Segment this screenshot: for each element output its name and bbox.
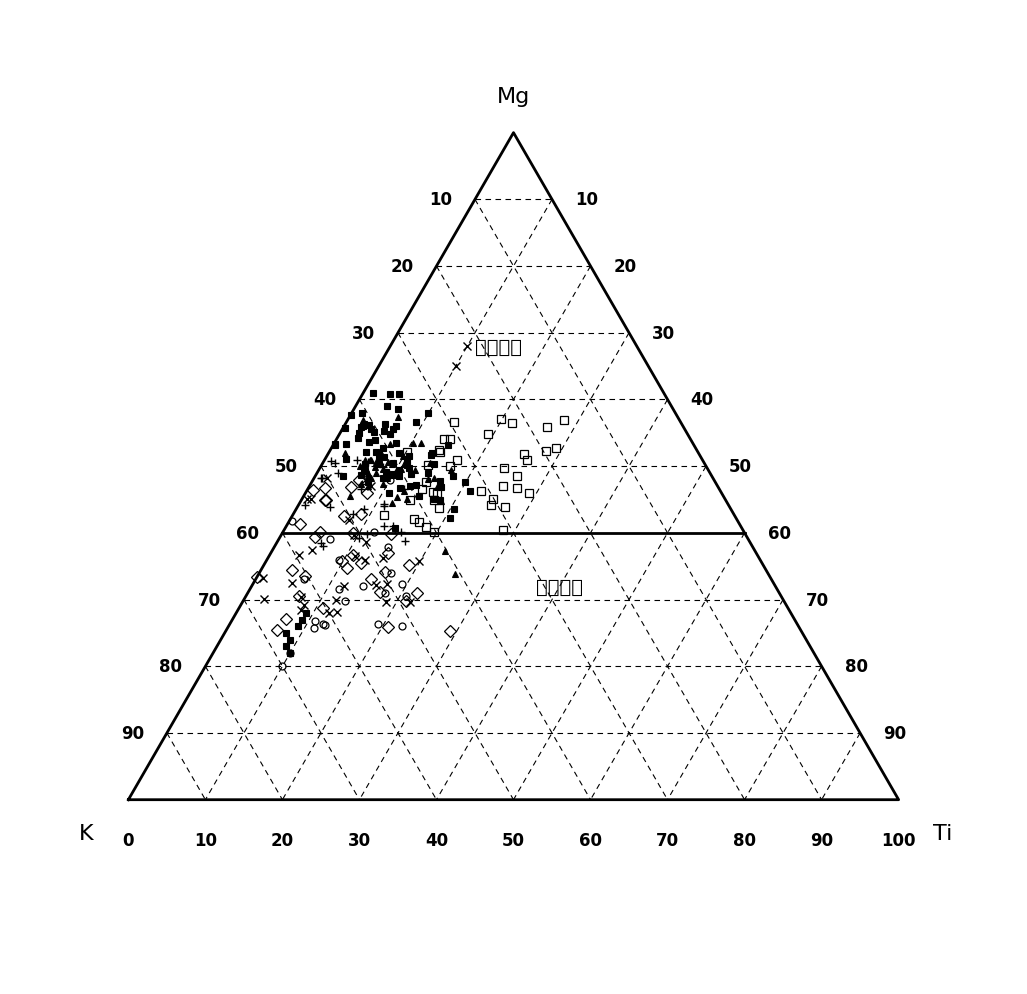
Text: Mg: Mg bbox=[497, 86, 530, 106]
Text: 10: 10 bbox=[575, 191, 598, 209]
Text: 90: 90 bbox=[883, 725, 907, 743]
Text: 盐底泥岩: 盐底泥岩 bbox=[474, 337, 522, 356]
Text: 20: 20 bbox=[271, 831, 294, 849]
Text: 30: 30 bbox=[652, 324, 676, 342]
Text: 20: 20 bbox=[390, 257, 413, 275]
Text: 70: 70 bbox=[656, 831, 679, 849]
Text: 40: 40 bbox=[313, 391, 336, 410]
Text: 100: 100 bbox=[881, 831, 916, 849]
Text: 50: 50 bbox=[729, 457, 752, 476]
Text: 20: 20 bbox=[613, 257, 637, 275]
Text: 40: 40 bbox=[690, 391, 714, 410]
Text: 80: 80 bbox=[844, 658, 868, 676]
Text: 10: 10 bbox=[194, 831, 217, 849]
Text: 60: 60 bbox=[768, 525, 791, 543]
Text: 80: 80 bbox=[159, 658, 183, 676]
Text: 50: 50 bbox=[275, 457, 298, 476]
Text: 30: 30 bbox=[348, 831, 371, 849]
Text: 80: 80 bbox=[733, 831, 756, 849]
Text: Ti: Ti bbox=[934, 823, 953, 843]
Text: 70: 70 bbox=[197, 591, 221, 609]
Text: 60: 60 bbox=[579, 831, 602, 849]
Text: 90: 90 bbox=[120, 725, 144, 743]
Text: 90: 90 bbox=[810, 831, 833, 849]
Text: 0: 0 bbox=[122, 831, 135, 849]
Text: 10: 10 bbox=[429, 191, 452, 209]
Text: 70: 70 bbox=[806, 591, 830, 609]
Text: 30: 30 bbox=[351, 324, 375, 342]
Text: 60: 60 bbox=[236, 525, 259, 543]
Text: K: K bbox=[79, 823, 93, 843]
Text: 40: 40 bbox=[425, 831, 448, 849]
Text: 50: 50 bbox=[502, 831, 525, 849]
Text: 盐间泥岩: 盐间泥岩 bbox=[536, 578, 583, 596]
